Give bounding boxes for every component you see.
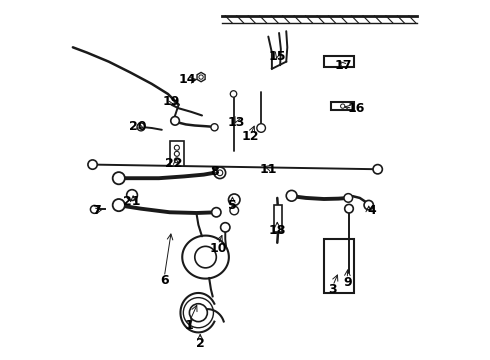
Text: 18: 18 (269, 224, 286, 237)
Circle shape (174, 158, 179, 163)
Text: 2: 2 (196, 337, 204, 350)
Circle shape (214, 167, 225, 179)
Text: 6: 6 (160, 274, 169, 287)
Text: 16: 16 (347, 102, 365, 115)
FancyBboxPatch shape (170, 140, 184, 166)
Circle shape (257, 124, 266, 132)
Circle shape (113, 172, 125, 184)
Circle shape (230, 91, 237, 97)
Text: 7: 7 (92, 204, 100, 217)
Circle shape (286, 190, 297, 201)
Circle shape (137, 123, 145, 131)
Text: 21: 21 (123, 195, 141, 208)
Text: 20: 20 (129, 120, 146, 133)
Text: 10: 10 (209, 242, 227, 255)
Circle shape (344, 204, 353, 213)
Text: 15: 15 (269, 50, 286, 63)
Text: 14: 14 (179, 73, 196, 86)
Circle shape (344, 194, 353, 202)
Circle shape (88, 160, 97, 169)
Circle shape (211, 124, 218, 131)
Circle shape (91, 206, 98, 213)
Circle shape (341, 104, 345, 108)
Text: 5: 5 (228, 199, 237, 212)
Text: 19: 19 (163, 95, 180, 108)
Text: 17: 17 (335, 59, 352, 72)
Circle shape (183, 298, 214, 328)
Circle shape (228, 194, 240, 206)
Text: 1: 1 (185, 319, 194, 332)
FancyBboxPatch shape (324, 56, 354, 67)
Text: 9: 9 (343, 276, 351, 289)
Circle shape (364, 201, 373, 210)
Text: 3: 3 (329, 283, 337, 296)
Circle shape (212, 208, 221, 217)
Circle shape (214, 167, 223, 177)
FancyBboxPatch shape (331, 102, 354, 110)
Circle shape (230, 206, 239, 215)
Text: 13: 13 (227, 116, 245, 129)
Text: 11: 11 (260, 163, 277, 176)
Text: 12: 12 (242, 130, 259, 144)
Circle shape (171, 117, 179, 125)
Polygon shape (182, 235, 229, 279)
Circle shape (373, 165, 382, 174)
Text: 22: 22 (165, 157, 182, 170)
Circle shape (220, 223, 230, 232)
FancyBboxPatch shape (274, 205, 282, 232)
Circle shape (174, 151, 179, 156)
Circle shape (126, 190, 137, 201)
Circle shape (174, 145, 179, 150)
Text: 8: 8 (210, 165, 219, 177)
Circle shape (190, 304, 207, 321)
Polygon shape (197, 72, 205, 82)
Circle shape (195, 246, 216, 268)
Text: 4: 4 (368, 204, 377, 217)
Circle shape (199, 75, 203, 79)
Circle shape (217, 170, 223, 176)
Circle shape (113, 199, 125, 211)
